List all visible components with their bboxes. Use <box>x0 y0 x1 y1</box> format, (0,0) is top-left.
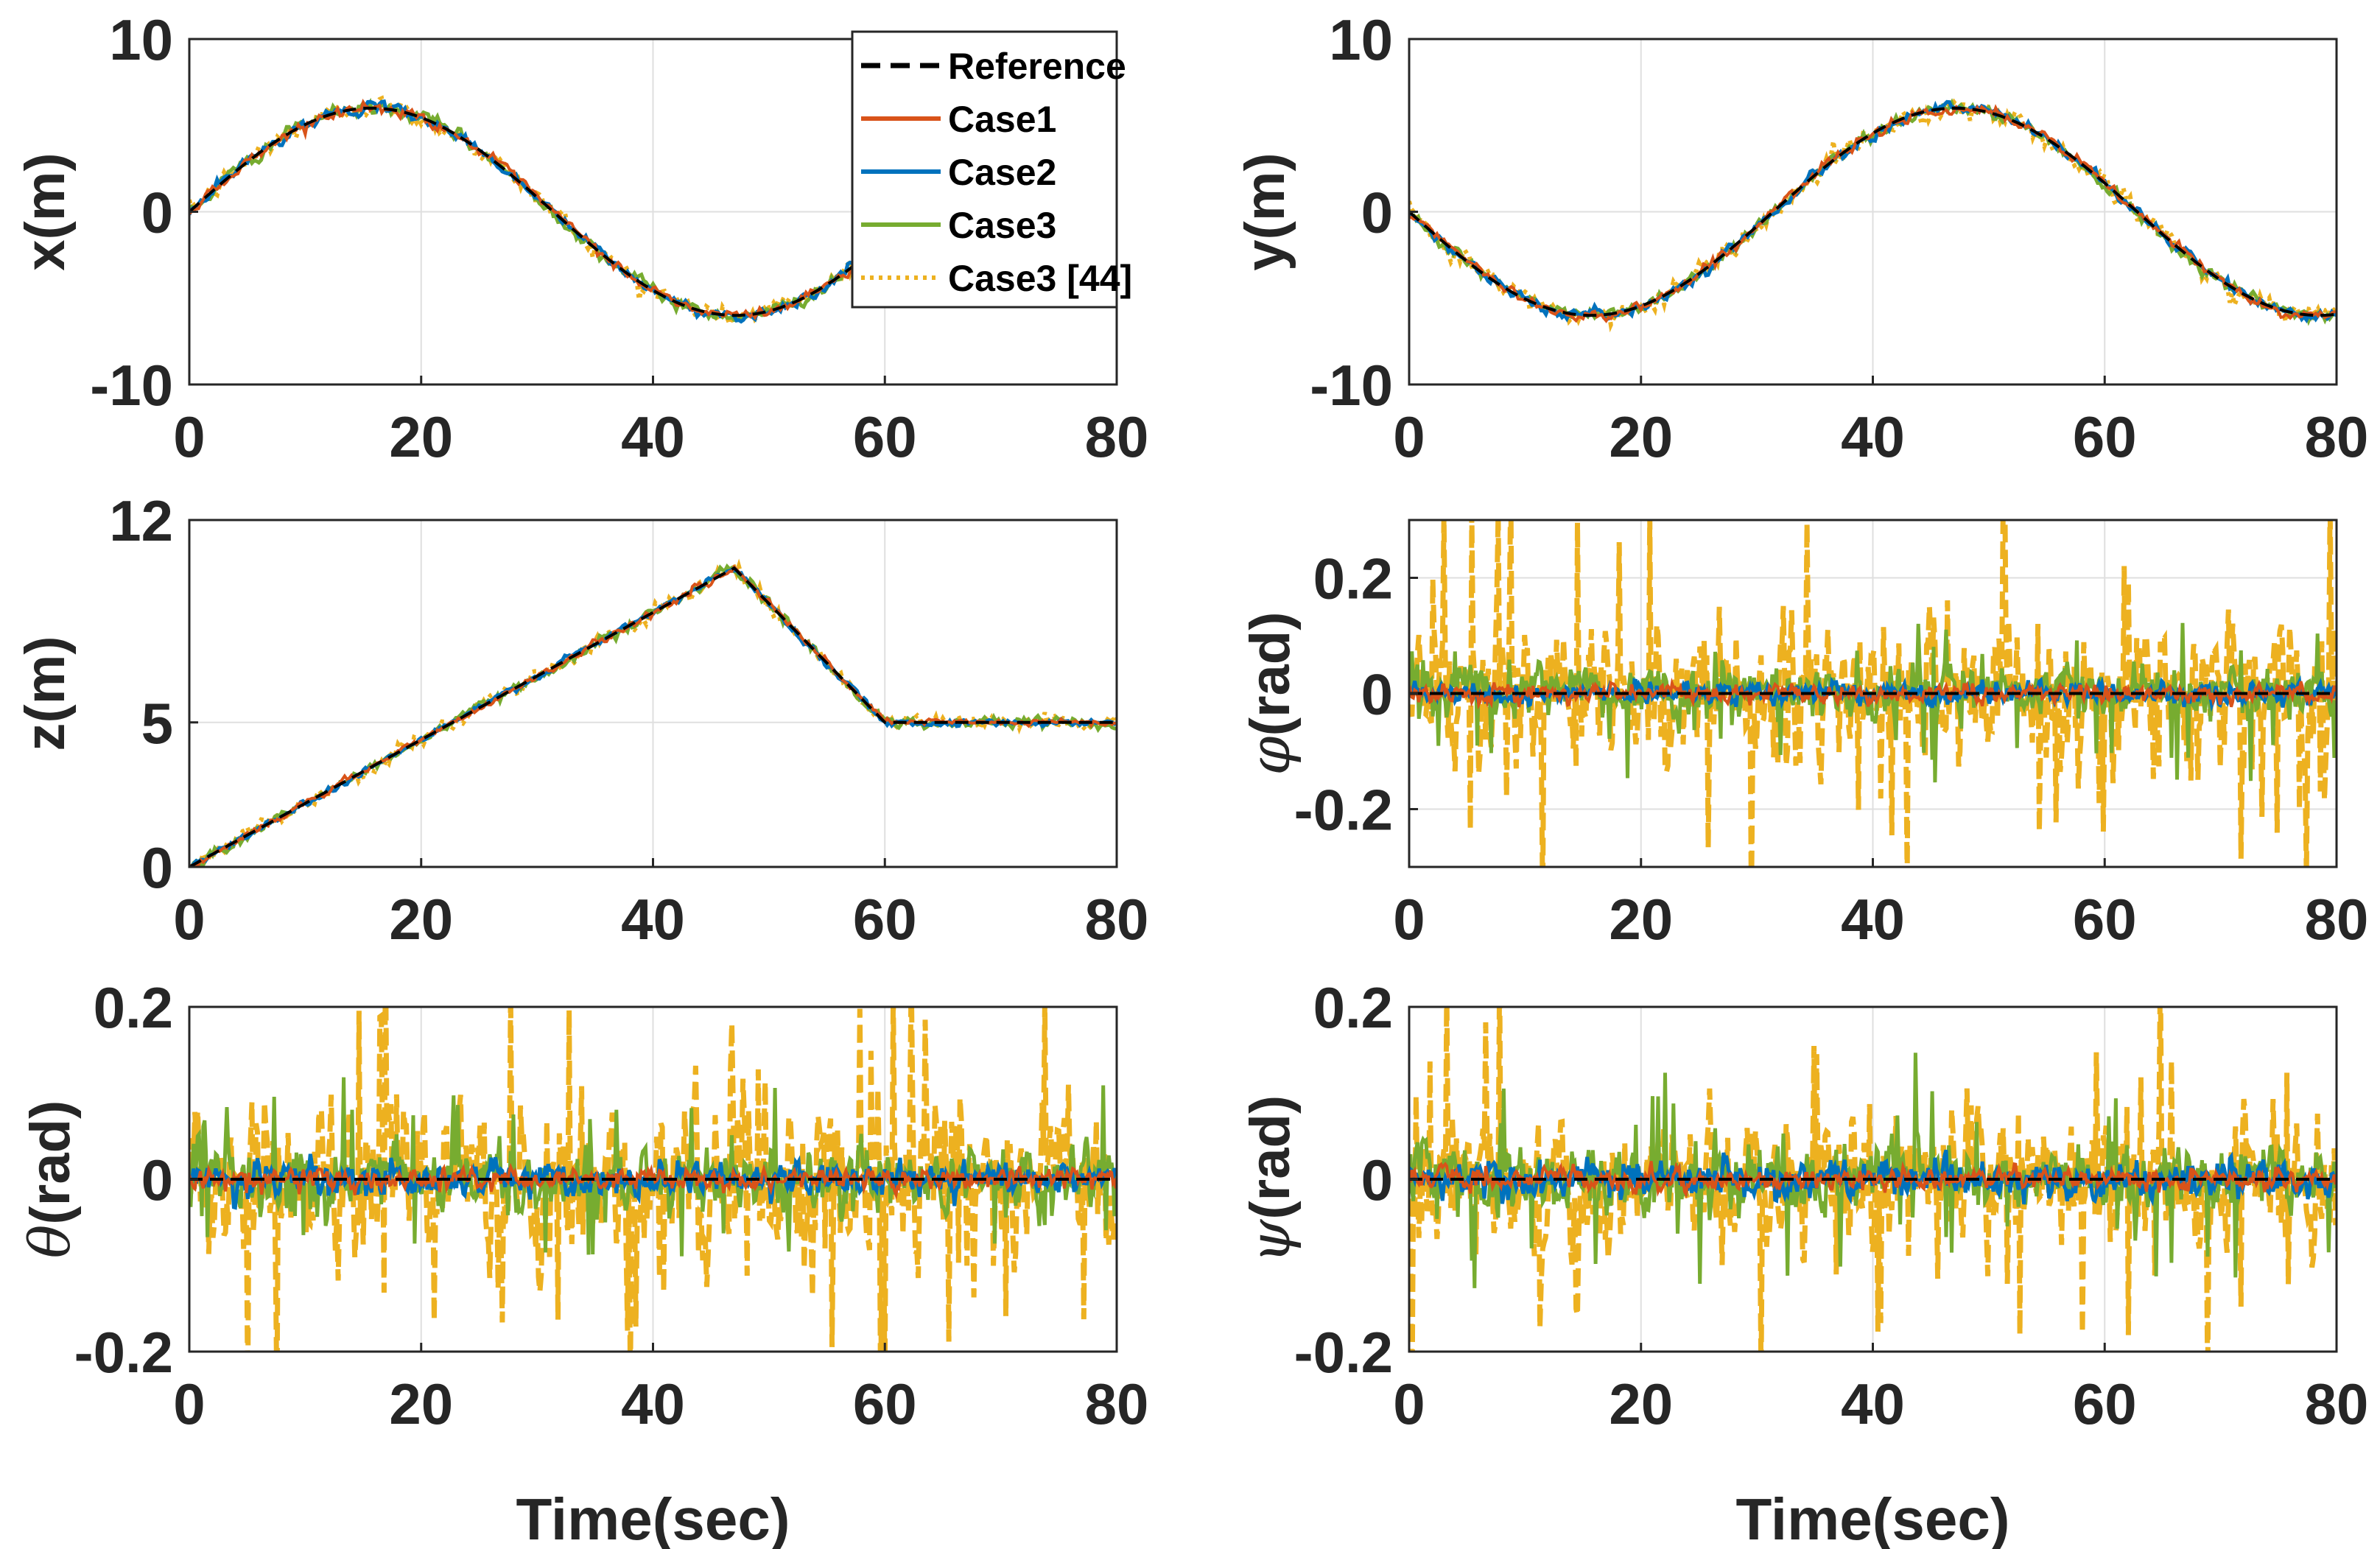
x-tick-label: 0 <box>1393 887 1425 952</box>
y-tick-label: 0.2 <box>1313 975 1393 1040</box>
x-tick-label: 60 <box>853 887 917 952</box>
y-tick-label: 10 <box>109 7 173 72</box>
x-tick-label: 60 <box>2073 404 2137 469</box>
x-axis-label: Time(sec) <box>1735 1486 2009 1549</box>
y-tick-label: -10 <box>90 353 173 418</box>
y-axis-label: z(m) <box>14 636 77 751</box>
legend-label: Case3 <box>948 205 1056 246</box>
y-tick-label: 5 <box>141 691 173 756</box>
x-tick-label: 40 <box>1841 404 1905 469</box>
legend-label: Case3 [44] <box>948 258 1132 299</box>
x-tick-label: 40 <box>621 1371 685 1436</box>
x-tick-label: 80 <box>1085 404 1149 469</box>
x-tick-label: 20 <box>1609 404 1673 469</box>
legend-label: Reference <box>948 46 1126 87</box>
y-axis-label: φ(rad) <box>1237 611 1302 775</box>
subplot-phi: 0 20 40 60 800.20-0.2φ(rad) <box>1237 519 2369 952</box>
x-tick-label: 80 <box>2305 1371 2369 1436</box>
x-tick-label: 80 <box>1085 1371 1149 1436</box>
x-tick-label: 60 <box>2073 1371 2137 1436</box>
y-axis-label: θ(rad) <box>17 1100 83 1259</box>
x-tick-label: 20 <box>389 404 453 469</box>
legend: Reference Case1 Case2 Case3 Case3 [44] <box>851 30 1132 309</box>
y-tick-label: 12 <box>109 488 173 553</box>
x-tick-label: 40 <box>621 404 685 469</box>
y-axis-label: x(m) <box>14 152 77 270</box>
y-tick-label: -0.2 <box>1294 1320 1393 1385</box>
y-tick-label: 0 <box>1361 1148 1393 1212</box>
y-tick-label: 0 <box>141 180 173 245</box>
series-case1 <box>1409 677 2337 710</box>
x-tick-label: 60 <box>853 1371 917 1436</box>
x-tick-label: 60 <box>2073 887 2137 952</box>
y-tick-label: 0 <box>1361 662 1393 727</box>
x-tick-label: 0 <box>1393 1371 1425 1436</box>
subplot-theta: 0 20 40 60 800.20-0.2θ(rad)Time(sec) <box>17 975 1149 1549</box>
series-case3 <box>1409 98 2337 326</box>
series-group <box>189 558 1117 867</box>
subplot-z: 0 20 40 60 80 12 5 0 z(m) <box>14 488 1148 952</box>
y-tick-label: 0 <box>141 1148 173 1212</box>
y-tick-label: 10 <box>1329 7 1393 72</box>
series-group <box>189 1007 1117 1352</box>
x-tick-label: 40 <box>621 887 685 952</box>
x-axis-label: Time(sec) <box>516 1486 790 1549</box>
x-tick-label: 60 <box>853 404 917 469</box>
x-tick-label: 20 <box>389 887 453 952</box>
x-tick-label: 0 <box>1393 404 1425 469</box>
x-tick-label: 0 <box>173 1371 205 1436</box>
series-case3-44 <box>1409 520 2337 867</box>
y-tick-label: 0 <box>1361 180 1393 245</box>
series-group <box>1409 98 2337 333</box>
legend-label: Case1 <box>948 99 1056 140</box>
x-tick-label: 40 <box>1841 1371 1905 1436</box>
x-tick-label: 20 <box>1609 887 1673 952</box>
series-case3 <box>1409 1053 2337 1288</box>
series-reference <box>189 566 1117 867</box>
y-axis-label: y(m) <box>1234 152 1296 270</box>
x-tick-label: 80 <box>1085 887 1149 952</box>
y-tick-label: -10 <box>1310 353 1393 418</box>
y-tick-label: 0 <box>141 835 173 900</box>
y-tick-label: 0.2 <box>94 975 173 1040</box>
x-tick-label: 0 <box>173 887 205 952</box>
x-tick-label: 80 <box>2305 887 2369 952</box>
y-tick-label: 0.2 <box>1313 547 1393 611</box>
series-group <box>1409 1007 2337 1352</box>
y-axis-label: ψ(rad) <box>1237 1095 1302 1264</box>
subplot-psi: 0 20 40 60 800.20-0.2ψ(rad)Time(sec) <box>1237 975 2369 1549</box>
x-tick-label: 20 <box>1609 1371 1673 1436</box>
x-tick-label: 40 <box>1841 887 1905 952</box>
series-group <box>1409 520 2337 867</box>
series-reference <box>1409 106 2337 317</box>
x-tick-label: 20 <box>389 1371 453 1436</box>
legend-label: Case2 <box>948 152 1056 193</box>
x-tick-label: 0 <box>173 404 205 469</box>
y-tick-label: -0.2 <box>1294 778 1393 843</box>
x-tick-label: 80 <box>2305 404 2369 469</box>
y-tick-label: -0.2 <box>74 1320 173 1385</box>
